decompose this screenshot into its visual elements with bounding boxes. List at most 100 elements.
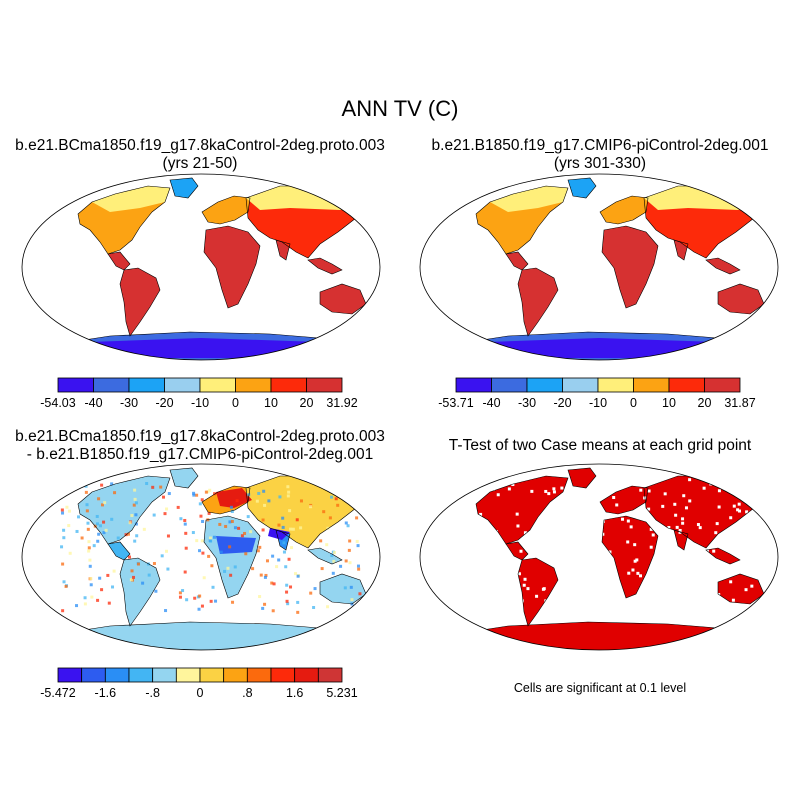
non-sig-cell [673, 502, 677, 506]
non-sig-cell [507, 487, 511, 491]
speckle-cell [198, 502, 202, 506]
speckle-cell [237, 526, 241, 530]
speckle-cell [256, 549, 260, 553]
land-fill-australia [718, 284, 764, 314]
non-sig-cell [684, 568, 688, 572]
non-sig-cell [473, 616, 477, 620]
map-panel-case1 [21, 173, 381, 361]
map-panel-ttest [419, 463, 779, 651]
non-sig-cell [756, 616, 760, 620]
speckle-cell [286, 485, 290, 489]
panel-3-title-line2: - b.e21.B1850.f19_g17.CMIP6-piControl-2d… [26, 446, 374, 463]
panel-2-title-line2: (yrs 301-330) [553, 155, 647, 172]
non-sig-cell [493, 590, 497, 594]
non-sig-cell [603, 513, 607, 517]
speckle-cell [83, 596, 87, 600]
speckle-cell [299, 526, 303, 530]
speckle-cell [61, 511, 65, 515]
colorbar-swatch [128, 667, 154, 683]
non-sig-cell [744, 588, 748, 592]
speckle-cell [296, 600, 300, 604]
coastline-africa [601, 515, 659, 599]
speckle-cell [228, 520, 232, 524]
speckle-cell [184, 531, 188, 535]
non-sig-cell [547, 492, 551, 496]
non-sig-cell [572, 603, 576, 607]
speckle-cell [130, 514, 134, 518]
land-fill-antarctica [58, 622, 354, 650]
speckle-cell [334, 497, 338, 501]
colorbar-tick-label: -20 [553, 396, 571, 410]
non-sig-cell [652, 608, 656, 612]
speckle-cell [154, 589, 158, 593]
speckle-cell [92, 544, 96, 548]
speckle-cell [243, 531, 247, 535]
coastline-greenland [169, 467, 199, 489]
non-sig-cell [629, 525, 633, 529]
coastline-camerica [505, 541, 529, 561]
non-sig-cell [612, 576, 616, 580]
colorbar-swatch [223, 667, 248, 683]
colorbar-tick-label: 1.6 [286, 686, 303, 700]
non-sig-cell [687, 591, 691, 595]
non-sig-cell [661, 504, 665, 508]
sig-fill-antarctica [456, 622, 752, 650]
speckle-cell [165, 507, 169, 511]
speckle-cell [178, 595, 182, 599]
colorbar-swatch [455, 377, 492, 393]
colorbar-tick-label: -10 [589, 396, 607, 410]
coastline-samerica [517, 267, 559, 337]
speckle-cell [62, 580, 66, 584]
colorbar-tick-label: 31.92 [326, 396, 357, 410]
speckle-cell [289, 585, 293, 589]
non-sig-cell [701, 594, 705, 598]
non-sig-cell [508, 576, 512, 580]
speckle-cell [102, 520, 106, 524]
colorbar-swatch [704, 377, 741, 393]
non-sig-cell [470, 491, 474, 495]
non-sig-cell [496, 493, 500, 497]
coastline-africa [203, 515, 261, 599]
colorbar-swatch [235, 377, 272, 393]
colorbar-tick-label: -5.472 [40, 686, 75, 700]
speckle-cell [330, 554, 334, 558]
speckle-cell [272, 582, 276, 586]
non-sig-cell [681, 517, 685, 521]
speckle-cell [357, 567, 361, 571]
land-fill-siberia [644, 186, 764, 210]
non-sig-cell [472, 587, 476, 591]
colorbar-swatch [199, 667, 225, 683]
land-fill-africa [204, 226, 260, 308]
colorbar-swatch [491, 377, 528, 393]
non-sig-cell [582, 510, 586, 514]
colorbar-case2: -53.71 -40 -30 -20 -10 0 10 20 31.87 [438, 377, 756, 410]
non-sig-cell [464, 526, 468, 530]
non-sig-cell [476, 536, 480, 540]
speckle-cell [77, 515, 81, 519]
map-globe-outline [419, 463, 779, 651]
speckle-cell [198, 549, 202, 553]
speckle-cell [107, 601, 111, 605]
speckle-cell [347, 548, 351, 552]
non-sig-cell [681, 521, 685, 525]
colorbar-case1: -54.03 -40 -30 -20 -10 0 10 20 31.92 [40, 377, 358, 410]
non-sig-cell [640, 483, 644, 487]
speckle-cell [320, 567, 324, 571]
land-fill-samerica [120, 558, 160, 626]
non-sig-cell [469, 522, 473, 526]
non-sig-cell [502, 550, 506, 554]
non-sig-cell [520, 609, 524, 613]
non-sig-cell [692, 569, 696, 573]
non-sig-cell [732, 504, 736, 508]
map-panel-case2 [419, 173, 779, 361]
speckle-cell [126, 532, 130, 536]
speckle-cell [339, 486, 343, 490]
non-sig-cell [520, 599, 524, 603]
non-sig-cell [600, 557, 604, 561]
speckle-cell [183, 518, 187, 522]
non-sig-cell [479, 512, 483, 516]
speckle-cell [179, 517, 183, 521]
speckle-cell [332, 559, 336, 563]
non-sig-cell [468, 610, 472, 614]
coastline-india [673, 239, 689, 261]
